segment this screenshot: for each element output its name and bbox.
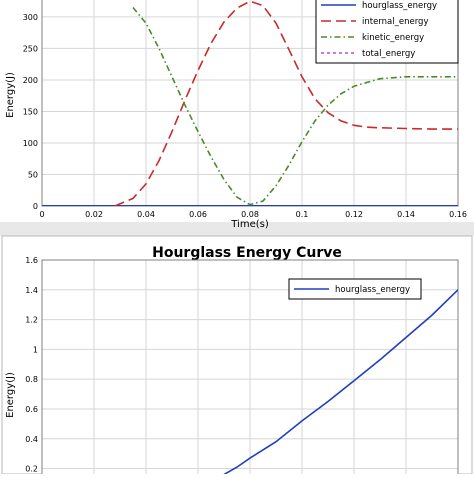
chart1-y-tick-label: 50 [28, 170, 38, 179]
chart1-legend-label: total_energy [362, 49, 415, 59]
chart2-series-hourglass_energy [221, 289, 458, 476]
chart2-y-tick-label: 0.4 [25, 435, 38, 444]
chart2-legend-label: hourglass_energy [335, 285, 410, 295]
chart1-series-kinetic_energy [132, 6, 458, 206]
chart2-y-tick-label: 0.2 [25, 465, 38, 474]
chart2-y-tick-label: 1.2 [25, 316, 38, 325]
chart1-y-tick-label: 100 [23, 139, 38, 148]
chart1-x-axis-label: Time(s) [230, 219, 269, 230]
chart1-legend-label: hourglass_energy [362, 1, 437, 11]
chart1-y-axis-label: Energy(J) [5, 72, 16, 118]
chart2-y-axis-label: Energy(J) [5, 372, 16, 418]
chart1-y-tick-label: 200 [23, 76, 38, 85]
chart1-x-tick-label: 0 [39, 210, 44, 219]
chart1-y-tick-label: 0 [33, 202, 38, 211]
chart1-legend-label: internal_energy [362, 17, 428, 27]
chart2-title: Hourglass Energy Curve [152, 245, 342, 261]
chart2-legend-box [288, 278, 422, 300]
chart2-y-tick-label: 1 [33, 345, 38, 354]
chart2-y-tick-label: 1.4 [25, 286, 38, 295]
chart2-y-tick-label: 0.6 [25, 405, 38, 414]
chart1-x-tick-label: 0.06 [189, 210, 207, 219]
chart1-y-tick-label: 300 [23, 13, 38, 22]
chart2-y-tick-label: 0.8 [25, 375, 38, 384]
chart1-y-tick-label: 150 [23, 107, 38, 116]
chart1-x-tick-label: 0.12 [345, 210, 363, 219]
chart1-x-tick-label: 0.1 [296, 210, 309, 219]
panel-separator [0, 222, 474, 236]
chart1-x-tick-label: 0.04 [137, 210, 155, 219]
chart1-legend-label: kinetic_energy [362, 33, 424, 43]
chart2-y-tick-label: 1.6 [25, 256, 38, 265]
chart1-x-tick-label: 0.16 [449, 210, 467, 219]
chart1-x-tick-label: 0.14 [397, 210, 415, 219]
chart1-x-tick-label: 0.08 [241, 210, 259, 219]
chart1-series-internal_energy [114, 0, 458, 206]
chart1-y-tick-label: 250 [23, 44, 38, 53]
chart1-x-tick-label: 0.02 [85, 210, 103, 219]
